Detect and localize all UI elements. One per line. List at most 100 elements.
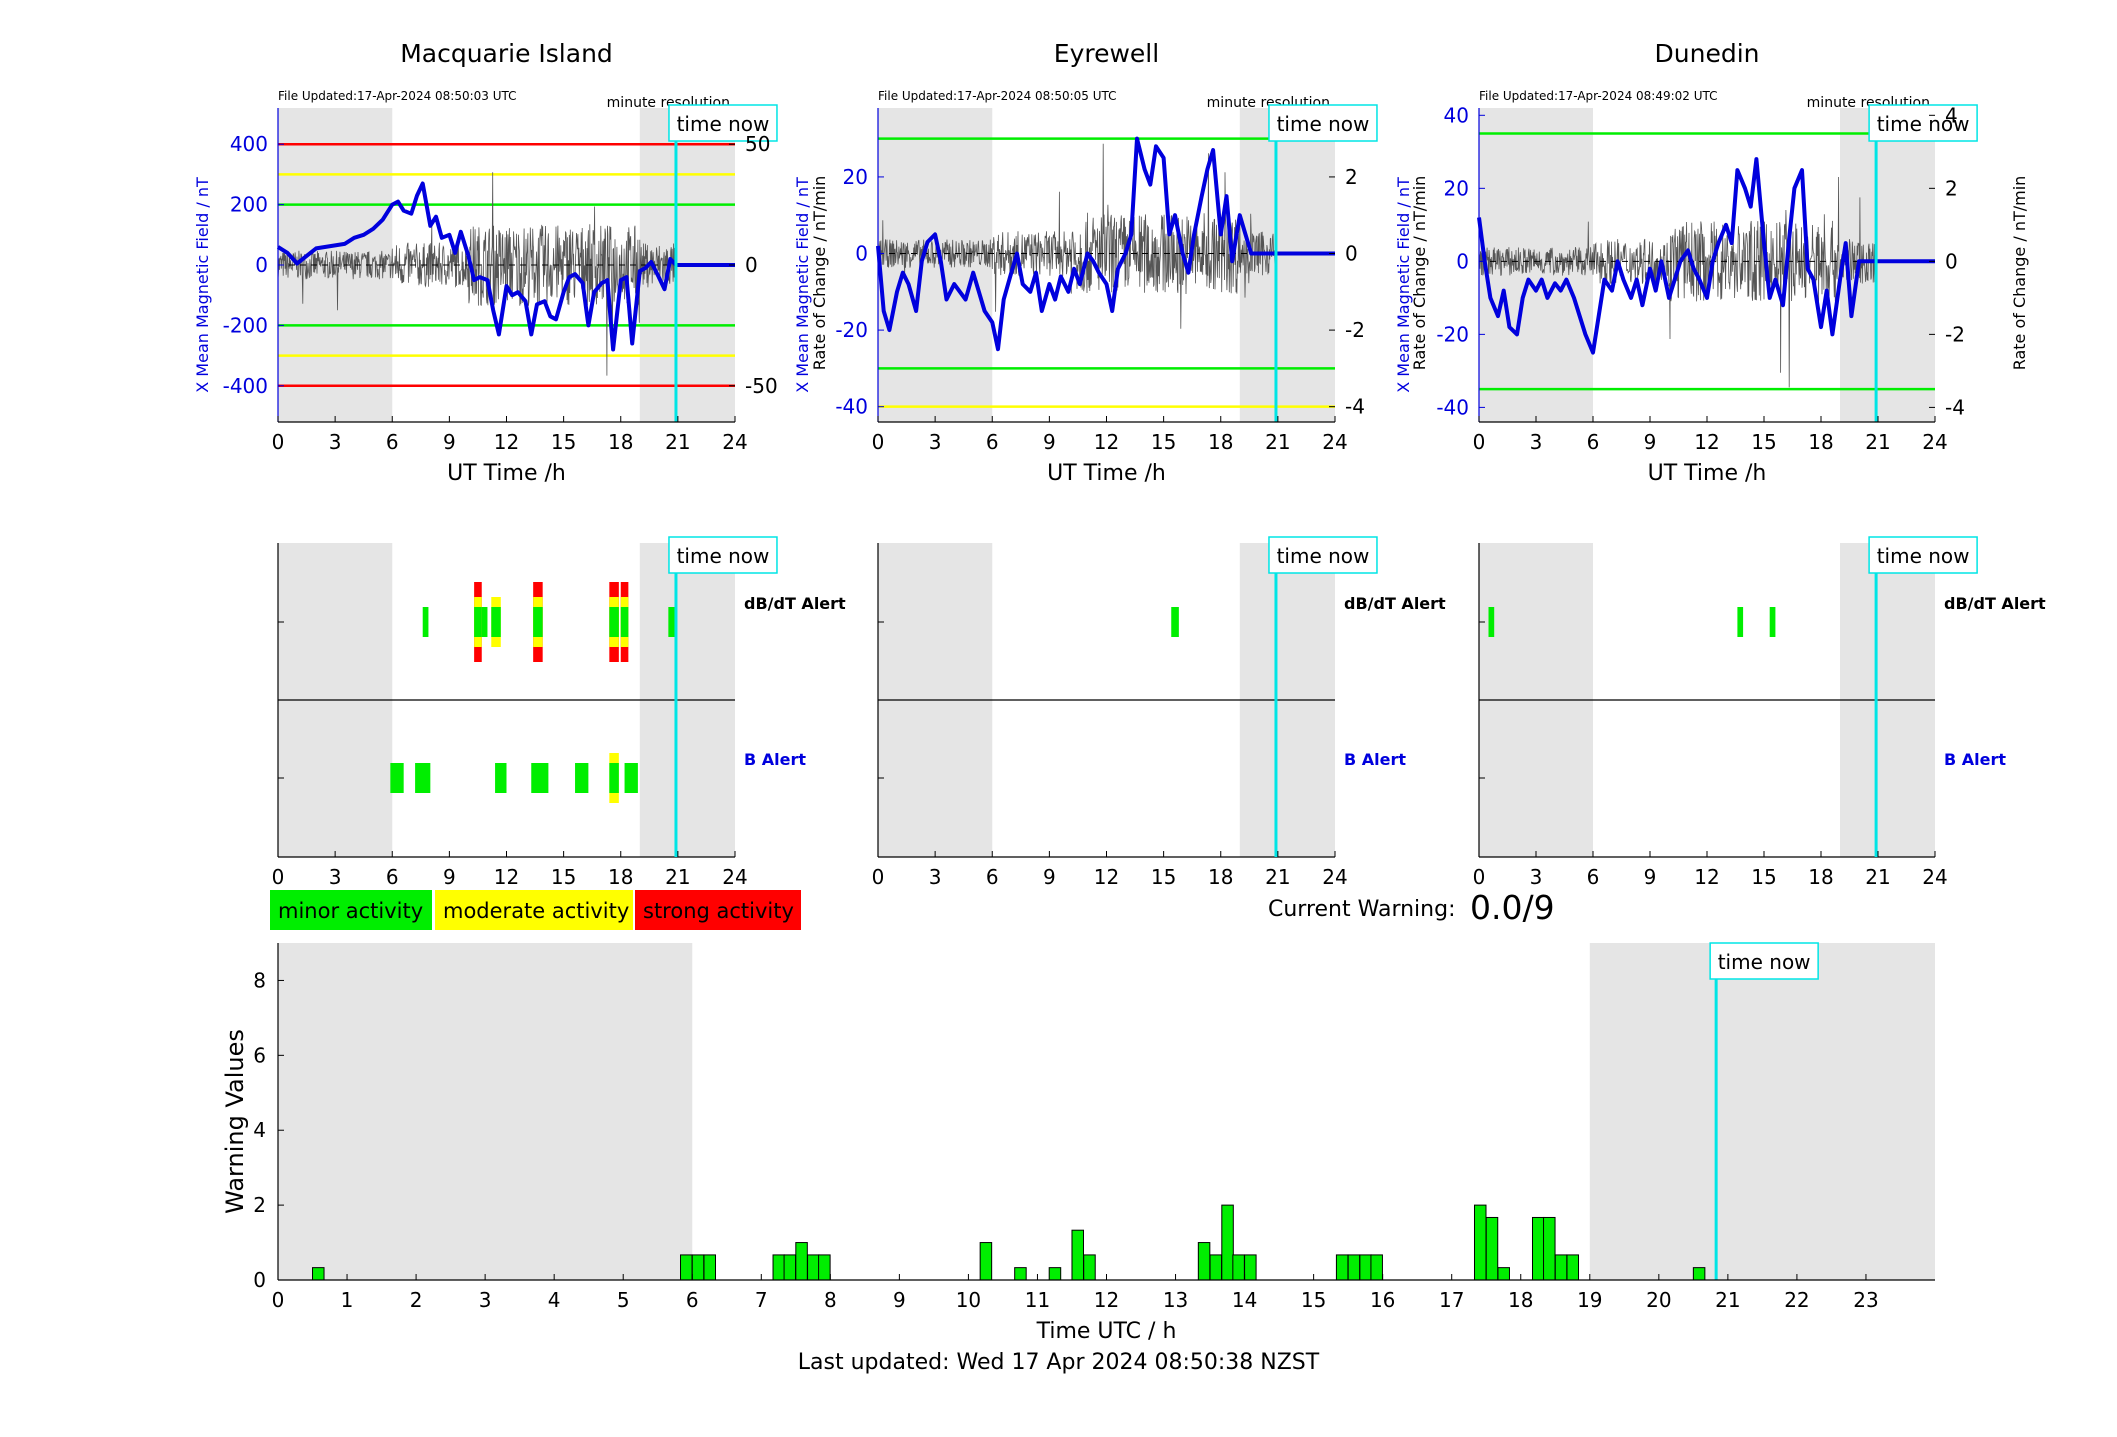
time-now-label: time now — [677, 112, 770, 136]
x-tick-label: 21 — [1715, 1288, 1740, 1312]
y-tick-label: 0 — [255, 253, 268, 277]
minor-alert-bar — [1769, 607, 1776, 637]
x-tick-label: 15 — [1151, 865, 1176, 889]
mean-field-series — [276, 181, 735, 352]
x-axis-title: Time UTC / h — [1036, 1319, 1177, 1344]
time-now-label: time now — [1277, 544, 1370, 568]
warning-bar — [1197, 1242, 1211, 1281]
alert-panel-1: time now dB/dT Alert B Alert 0 3 6 9 12 15 18 21 24 — [872, 536, 1446, 889]
x-tick-label: 0 — [872, 865, 885, 889]
minor-alert-bar — [491, 607, 501, 637]
warning-bar — [703, 1254, 716, 1281]
warning-bar — [1473, 1204, 1487, 1281]
x-tick-label: 18 — [1508, 1288, 1533, 1312]
minor-alert-bar — [422, 607, 429, 637]
file-updated-text: File Updated:17-Apr-2024 08:50:03 UTC — [278, 89, 517, 103]
y-axis-title: X Mean Magnetic Field / nT — [1394, 177, 1413, 393]
time-now-label: time now — [1718, 950, 1811, 974]
x-tick-label: 24 — [1922, 865, 1947, 889]
y2-tick-label: -2 — [1945, 322, 1965, 346]
x-axis-title: UT Time /h — [447, 461, 566, 486]
y-tick-label: -20 — [835, 318, 868, 342]
warning-bar — [807, 1254, 820, 1281]
warning-bar — [783, 1254, 797, 1281]
x-tick-label: 7 — [755, 1288, 768, 1312]
y2-tick-label: 2 — [1345, 165, 1358, 189]
file-updated-text: File Updated:17-Apr-2024 08:50:05 UTC — [878, 89, 1117, 103]
x-tick-label: 9 — [443, 430, 456, 454]
b-alert-label: B Alert — [1344, 750, 1406, 769]
x-tick-label: 18 — [1208, 430, 1233, 454]
y2-axis-title: Rate of Change / nT/min — [810, 176, 829, 371]
time-now-label: time now — [1877, 544, 1970, 568]
y2-axis-title: Rate of Change / nT/min — [2010, 176, 2029, 371]
x-tick-label: 0 — [1473, 865, 1486, 889]
minor-alert-bar — [415, 763, 431, 793]
x-tick-label: 3 — [929, 865, 942, 889]
y-tick-label: -200 — [223, 313, 268, 337]
x-tick-label: 12 — [1094, 1288, 1119, 1312]
x-tick-label: 15 — [1751, 865, 1776, 889]
x-tick-label: 24 — [722, 865, 747, 889]
y-tick-label: 6 — [253, 1043, 266, 1067]
x-tick-label: 24 — [1322, 865, 1347, 889]
warning-bar — [1221, 1204, 1234, 1281]
station-title: Macquarie Island — [400, 39, 613, 68]
time-now-label: time now — [1877, 112, 1970, 136]
x-tick-label: 6 — [386, 430, 399, 454]
night-shading — [878, 108, 993, 422]
warning-bar — [680, 1254, 693, 1281]
warning-bar — [1209, 1254, 1223, 1281]
x-tick-label: 12 — [1094, 865, 1119, 889]
warning-bar — [1497, 1267, 1510, 1281]
x-tick-label: 9 — [1644, 430, 1657, 454]
warning-bar — [1370, 1254, 1383, 1281]
dbdt-alert-label: dB/dT Alert — [744, 594, 846, 613]
warning-bar — [1232, 1254, 1245, 1281]
x-tick-label: 3 — [929, 430, 942, 454]
x-tick-label: 21 — [1865, 430, 1890, 454]
x-tick-label: 9 — [1043, 430, 1056, 454]
y2-tick-label: -4 — [1945, 395, 1965, 419]
time-now-box — [668, 104, 778, 142]
x-tick-label: 2 — [410, 1288, 423, 1312]
y-tick-label: 0 — [855, 242, 868, 266]
x-tick-label: 15 — [1151, 430, 1176, 454]
x-tick-label: 21 — [1265, 865, 1290, 889]
warning-bar — [312, 1267, 325, 1281]
x-tick-label: 1 — [341, 1288, 354, 1312]
y-tick-label: -400 — [223, 374, 268, 398]
station-title: Dunedin — [1655, 39, 1760, 68]
minor-alert-bar — [390, 763, 404, 793]
time-now-box — [668, 536, 778, 574]
legend-label: moderate activity — [443, 899, 629, 923]
x-tick-label: 18 — [608, 865, 633, 889]
warning-bar — [1485, 1216, 1499, 1281]
mean-field-series — [876, 136, 1335, 352]
x-tick-label: 23 — [1853, 1288, 1878, 1312]
x-tick-label: 17 — [1439, 1288, 1464, 1312]
x-tick-label: 12 — [1094, 430, 1119, 454]
minor-alert-bar — [531, 763, 549, 793]
x-tick-label: 8 — [824, 1288, 837, 1312]
warning-bar — [1554, 1254, 1568, 1281]
y-tick-label: 20 — [1444, 176, 1469, 200]
current-warning-label: Current Warning: — [1268, 897, 1456, 922]
y-tick-label: 0 — [1456, 249, 1469, 273]
warning-bar — [1071, 1229, 1084, 1281]
minor-alert-bar — [495, 763, 507, 793]
minor-alert-bar — [609, 607, 619, 637]
x-tick-label: 15 — [1751, 430, 1776, 454]
warning-bar — [1692, 1267, 1706, 1281]
y2-tick-label: -2 — [1345, 318, 1365, 342]
x-tick-label: 0 — [1473, 430, 1486, 454]
y-tick-label: 2 — [253, 1193, 266, 1217]
minor-alert-bar — [1171, 607, 1179, 637]
minor-alert-bar — [668, 607, 676, 637]
x-tick-label: 6 — [386, 865, 399, 889]
minor-alert-bar — [609, 763, 619, 793]
warning-bar — [1048, 1267, 1062, 1281]
x-tick-label: 0 — [272, 1288, 285, 1312]
x-tick-label: 9 — [893, 1288, 906, 1312]
